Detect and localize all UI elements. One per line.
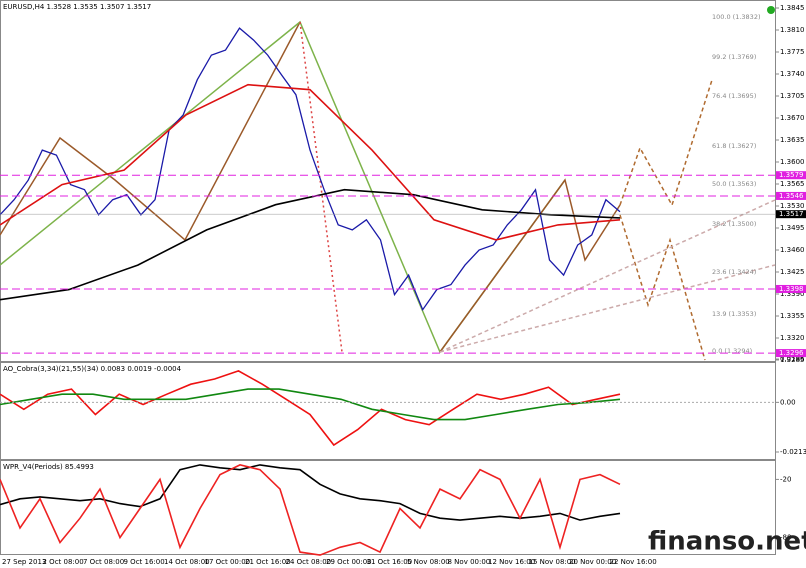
y-tick-label: 1.3495 <box>780 224 805 232</box>
fib-label: 76.4 (1.3695) <box>712 92 756 100</box>
x-tick-label: 9 Oct 16:00 <box>124 558 165 566</box>
x-tick-label: 29 Oct 00:00 <box>326 558 372 566</box>
level-tag <box>776 349 806 358</box>
y-tick-label: 1.3320 <box>780 334 805 342</box>
fib-label: 50.0 (1.3563) <box>712 180 756 188</box>
y-tick-label: 1.3425 <box>780 268 805 276</box>
y-tick-label: 1.3530 <box>780 202 805 210</box>
x-tick-label: 21 Oct 16:00 <box>245 558 291 566</box>
level-tag <box>776 171 806 180</box>
fib-label: 38.2 (1.3500) <box>712 220 756 228</box>
x-tick-label: 17 Oct 00:00 <box>205 558 251 566</box>
series-line <box>0 188 621 301</box>
x-tick-label: 5 Nov 08:00 <box>407 558 450 566</box>
x-tick-label: 14 Oct 08:00 <box>164 558 210 566</box>
y-tick-label: 1.3355 <box>780 312 805 320</box>
x-tick-label: 22 Nov 16:00 <box>610 558 657 566</box>
level-label: 1.3296 <box>779 349 804 357</box>
y-tick-label: 1.3635 <box>780 136 805 144</box>
x-tick-label: 8 Nov 00:00 <box>448 558 491 566</box>
series-line <box>0 388 621 421</box>
y-tick-label: 1.3460 <box>780 246 805 254</box>
x-tick-label: 24 Oct 08:00 <box>286 558 332 566</box>
y-tick-label: 1.3740 <box>780 70 805 78</box>
x-tick-label: 7 Oct 08:00 <box>83 558 124 566</box>
fib-label: 0.0 (1.3294) <box>712 347 752 355</box>
y-tick-label: 1.3845 <box>780 4 805 12</box>
frames <box>0 0 776 555</box>
y-tick-label: -80 <box>780 534 791 542</box>
x-tick-label: 2 Oct 08:00 <box>43 558 84 566</box>
fib-label: 61.8 (1.3627) <box>712 142 756 150</box>
x-tick-label: 12 Nov 16:00 <box>488 558 535 566</box>
chart-header: EURUSD,H4 1.3528 1.3535 1.3507 1.3517 <box>3 3 151 11</box>
fib-label: 99.2 (1.3769) <box>712 53 756 61</box>
y-tick-label: 1.3285 <box>780 356 805 364</box>
zigzag <box>0 20 776 361</box>
control-icons <box>767 6 775 14</box>
y-tick-label: 1.3775 <box>780 48 805 56</box>
y-tick-label: -20 <box>780 475 791 483</box>
level-label: 1.3398 <box>779 285 804 293</box>
wpr-header: WPR_V4(Periods) 85.4993 <box>3 463 94 471</box>
fib-label: 100.0 (1.3832) <box>712 13 761 21</box>
y-tick-label: 1.3670 <box>780 114 805 122</box>
y-tick-label: 0.00 <box>780 398 796 406</box>
current-price-tag <box>776 210 806 219</box>
series-line <box>0 464 621 556</box>
y-tick-label: 1.3390 <box>780 290 805 298</box>
y-tick-label: 1.3565 <box>780 180 805 188</box>
series-line <box>0 464 621 521</box>
fib-label: 13.9 (1.3353) <box>712 310 756 318</box>
y-tick-label: 1.3600 <box>780 158 805 166</box>
series-line <box>0 370 621 447</box>
x-tick-label: 31 Oct 16:00 <box>367 558 413 566</box>
x-tick-label: 27 Sep 2013 <box>2 558 46 566</box>
ao-header: AO_Cobra(3,34)(21,55)(34) 0.0083 0.0019 … <box>3 365 182 373</box>
x-tick-label: 20 Nov 00:00 <box>569 558 616 566</box>
x-tick-label: 15 Nov 08:00 <box>529 558 576 566</box>
y-tick-label: -0.0213 <box>780 448 806 456</box>
current-price-label: 1.3517 <box>779 210 804 218</box>
fib-label: 23.6 (1.3424) <box>712 268 756 276</box>
level-tag <box>776 191 806 200</box>
level-label: 1.3579 <box>779 171 804 179</box>
y-tick-label: 1.3810 <box>780 26 805 34</box>
watermark: finanso.net <box>648 527 806 557</box>
level-tag <box>776 284 806 293</box>
y-tick-label: 0.0186 <box>780 355 805 363</box>
series-line <box>0 27 621 312</box>
level-label: 1.3546 <box>779 192 804 200</box>
y-tick-label: 1.3705 <box>780 92 805 100</box>
